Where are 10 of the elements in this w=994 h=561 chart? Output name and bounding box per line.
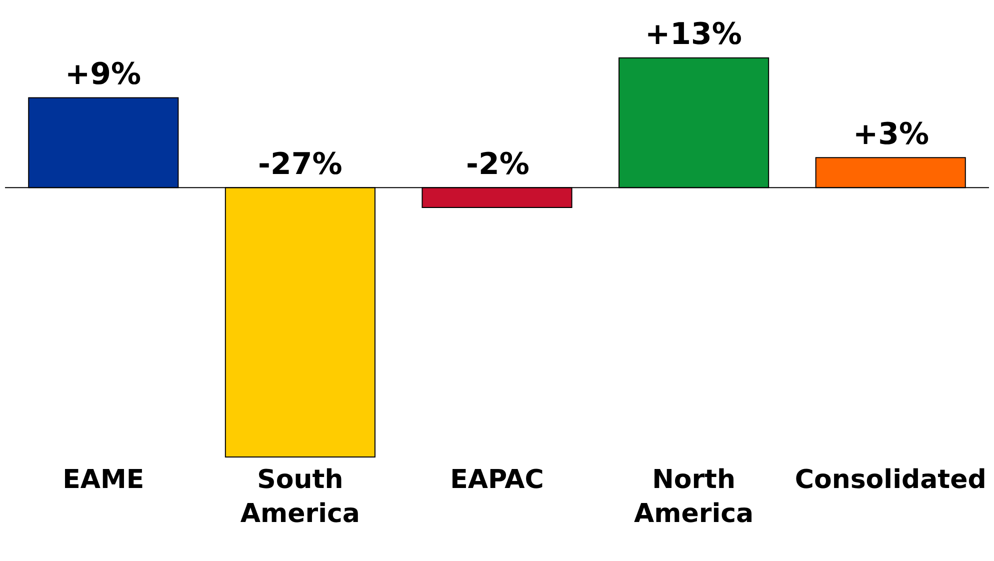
data-label: -2% [466, 147, 530, 182]
x-tick-label: EAME [62, 465, 144, 495]
x-tick-label: South America [240, 465, 360, 529]
data-label: +9% [65, 57, 142, 92]
data-label: -27% [258, 147, 342, 182]
x-tick-label: North America [634, 465, 754, 529]
x-tick-label: EAPAC [450, 465, 544, 495]
data-label: +13% [645, 17, 742, 52]
x-tick-label: Consolidated [794, 465, 986, 495]
data-label: +3% [853, 117, 930, 152]
